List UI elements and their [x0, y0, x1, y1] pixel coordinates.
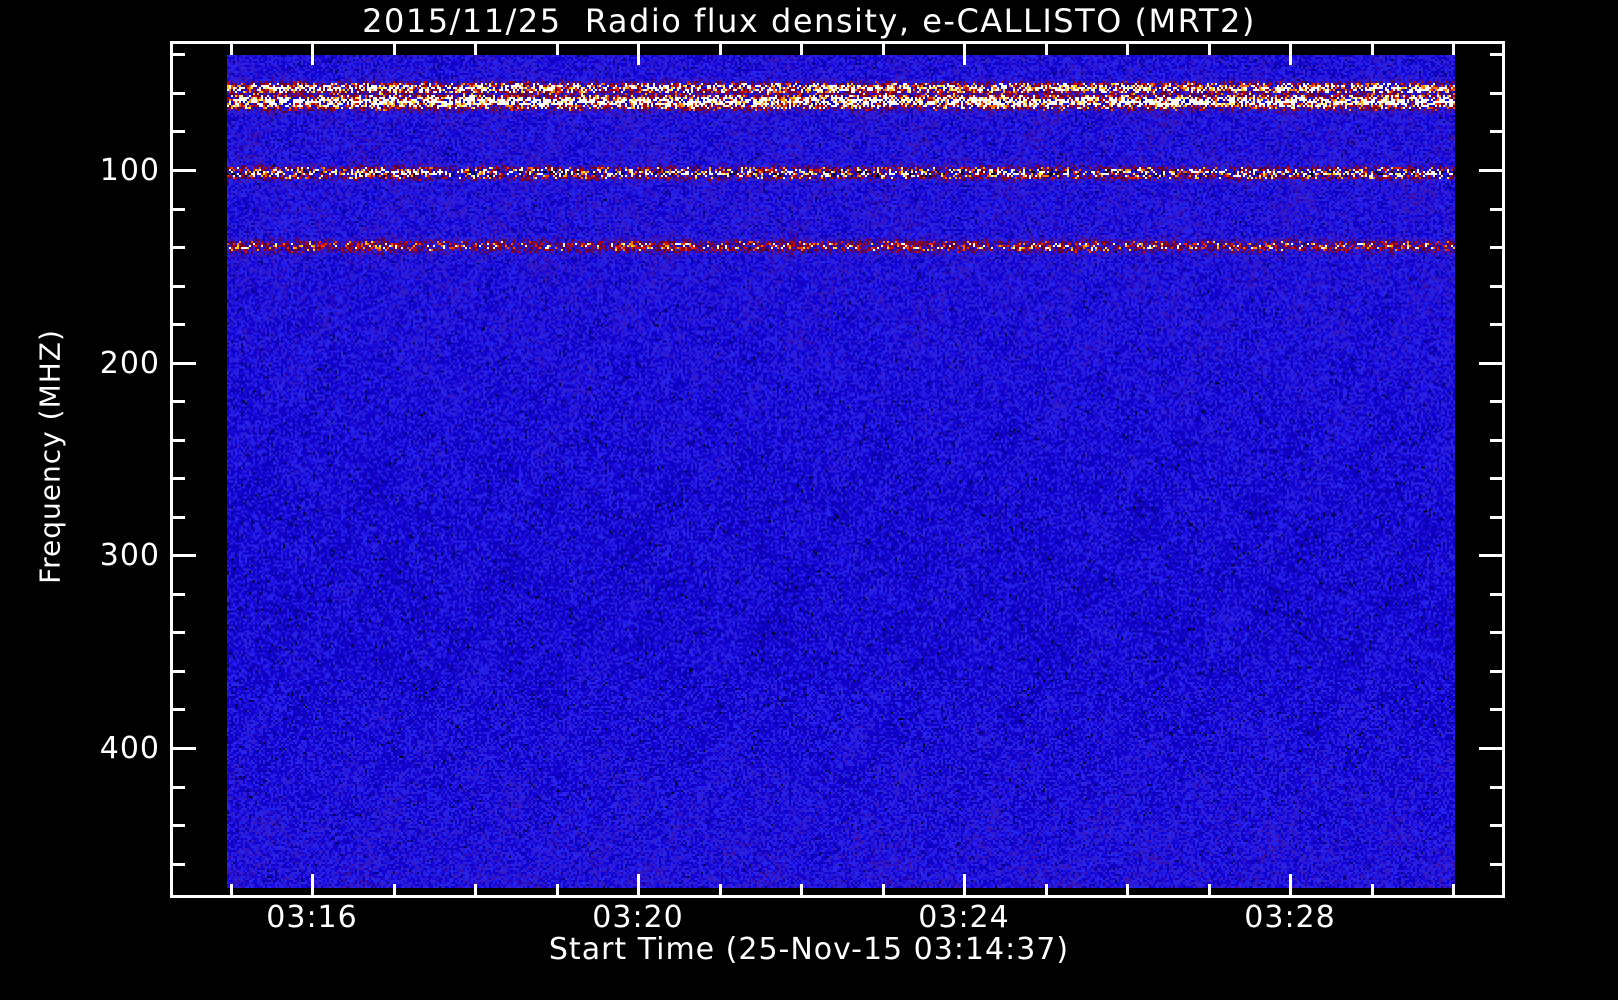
y-tick-right-minor-40 — [1490, 53, 1505, 57]
y-tick-right-minor-340 — [1490, 631, 1505, 635]
y-tick-minor-40 — [170, 53, 185, 57]
x-tick-top-major-03:28 — [1289, 41, 1292, 65]
y-axis-title: Frequency (MHZ) — [33, 329, 67, 584]
y-tick-minor-280 — [170, 515, 185, 519]
y-tick-minor-460 — [170, 862, 185, 866]
x-tick-top-major-03:24 — [963, 41, 966, 65]
y-tick-right-minor-260 — [1490, 477, 1505, 481]
x-tick-top-minor-03:26 — [1126, 41, 1129, 55]
y-tick-right-major-200 — [1479, 361, 1505, 365]
y-tick-right-minor-140 — [1490, 246, 1505, 250]
x-tick-major-03:20 — [637, 874, 640, 898]
y-tick-minor-60 — [170, 91, 185, 95]
x-tick-minor-03:17 — [392, 884, 396, 898]
x-tick-label-03-28: 03:28 — [1244, 900, 1336, 935]
x-tick-minor-03:21 — [718, 884, 722, 898]
x-tick-top-minor-03:18 — [474, 41, 477, 55]
y-tick-minor-140 — [170, 246, 185, 250]
y-tick-right-major-400 — [1479, 747, 1505, 750]
x-tick-top-minor-03:23 — [881, 41, 885, 55]
y-tick-right-minor-380 — [1490, 708, 1505, 712]
y-tick-right-minor-160 — [1490, 284, 1505, 288]
y-tick-minor-240 — [170, 438, 185, 442]
x-tick-top-minor-03:25 — [1044, 41, 1048, 55]
y-tick-right-minor-320 — [1490, 592, 1505, 596]
y-tick-label-100: 100 — [99, 153, 160, 188]
x-tick-minor-03:27 — [1207, 884, 1211, 898]
y-tick-right-major-100 — [1479, 169, 1505, 172]
y-tick-minor-160 — [170, 284, 185, 288]
x-tick-label-03-20: 03:20 — [592, 900, 684, 935]
y-tick-right-minor-440 — [1490, 824, 1505, 828]
y-tick-label-300: 300 — [99, 538, 160, 574]
x-tick-major-03:28 — [1289, 874, 1292, 898]
x-tick-top-minor-03:22 — [800, 41, 803, 55]
x-tick-minor-03:30 — [1452, 884, 1455, 898]
y-tick-right-minor-220 — [1490, 400, 1505, 404]
y-tick-major-100 — [170, 169, 196, 172]
y-tick-minor-420 — [170, 785, 185, 789]
y-tick-right-minor-460 — [1490, 862, 1505, 866]
y-tick-right-major-300 — [1479, 554, 1505, 558]
x-tick-major-03:16 — [311, 874, 314, 898]
y-tick-minor-80 — [170, 130, 185, 134]
y-tick-right-minor-420 — [1490, 785, 1505, 789]
y-tick-label-400: 400 — [99, 731, 160, 766]
y-tick-right-minor-120 — [1490, 207, 1505, 211]
x-tick-top-minor-03:21 — [718, 41, 722, 55]
y-tick-right-minor-180 — [1490, 323, 1505, 327]
y-tick-right-minor-360 — [1490, 669, 1505, 673]
y-tick-right-minor-60 — [1490, 91, 1505, 95]
x-tick-top-minor-03:29 — [1370, 41, 1374, 55]
y-tick-right-minor-280 — [1490, 515, 1505, 519]
x-tick-major-03:24 — [963, 874, 966, 898]
y-tick-major-200 — [170, 361, 196, 365]
y-tick-minor-180 — [170, 323, 185, 327]
x-tick-top-minor-03:15 — [229, 41, 233, 55]
x-tick-top-minor-03:27 — [1207, 41, 1211, 55]
x-tick-label-03-24: 03:24 — [918, 900, 1010, 935]
y-tick-right-minor-240 — [1490, 438, 1505, 442]
page-title: 2015/11/25 Radio flux density, e-CALLIST… — [362, 2, 1256, 40]
x-tick-label-03-16: 03:16 — [266, 900, 358, 935]
x-tick-minor-03:23 — [881, 884, 885, 898]
y-tick-minor-220 — [170, 400, 185, 404]
y-tick-major-400 — [170, 747, 196, 750]
x-tick-minor-03:18 — [474, 884, 477, 898]
y-tick-right-minor-80 — [1490, 130, 1505, 134]
x-tick-top-major-03:20 — [637, 41, 640, 65]
y-tick-minor-340 — [170, 631, 185, 635]
x-tick-minor-03:15 — [229, 884, 233, 898]
spectrogram-image — [227, 55, 1455, 888]
y-tick-minor-120 — [170, 207, 185, 211]
x-tick-top-minor-03:17 — [392, 41, 396, 55]
spectrogram-canvas — [227, 55, 1455, 888]
x-tick-minor-03:22 — [800, 884, 803, 898]
y-tick-label-200: 200 — [99, 345, 160, 381]
y-tick-minor-260 — [170, 477, 185, 481]
x-tick-minor-03:19 — [555, 884, 559, 898]
y-tick-minor-320 — [170, 592, 185, 596]
x-tick-top-minor-03:30 — [1452, 41, 1455, 55]
x-tick-top-major-03:16 — [311, 41, 314, 65]
x-tick-minor-03:29 — [1370, 884, 1374, 898]
y-tick-minor-360 — [170, 669, 185, 673]
x-tick-top-minor-03:19 — [555, 41, 559, 55]
x-tick-minor-03:26 — [1126, 884, 1129, 898]
x-tick-minor-03:25 — [1044, 884, 1048, 898]
y-tick-minor-380 — [170, 708, 185, 712]
y-tick-minor-440 — [170, 824, 185, 828]
y-tick-major-300 — [170, 554, 196, 558]
x-axis-title: Start Time (25-Nov-15 03:14:37) — [548, 932, 1070, 967]
